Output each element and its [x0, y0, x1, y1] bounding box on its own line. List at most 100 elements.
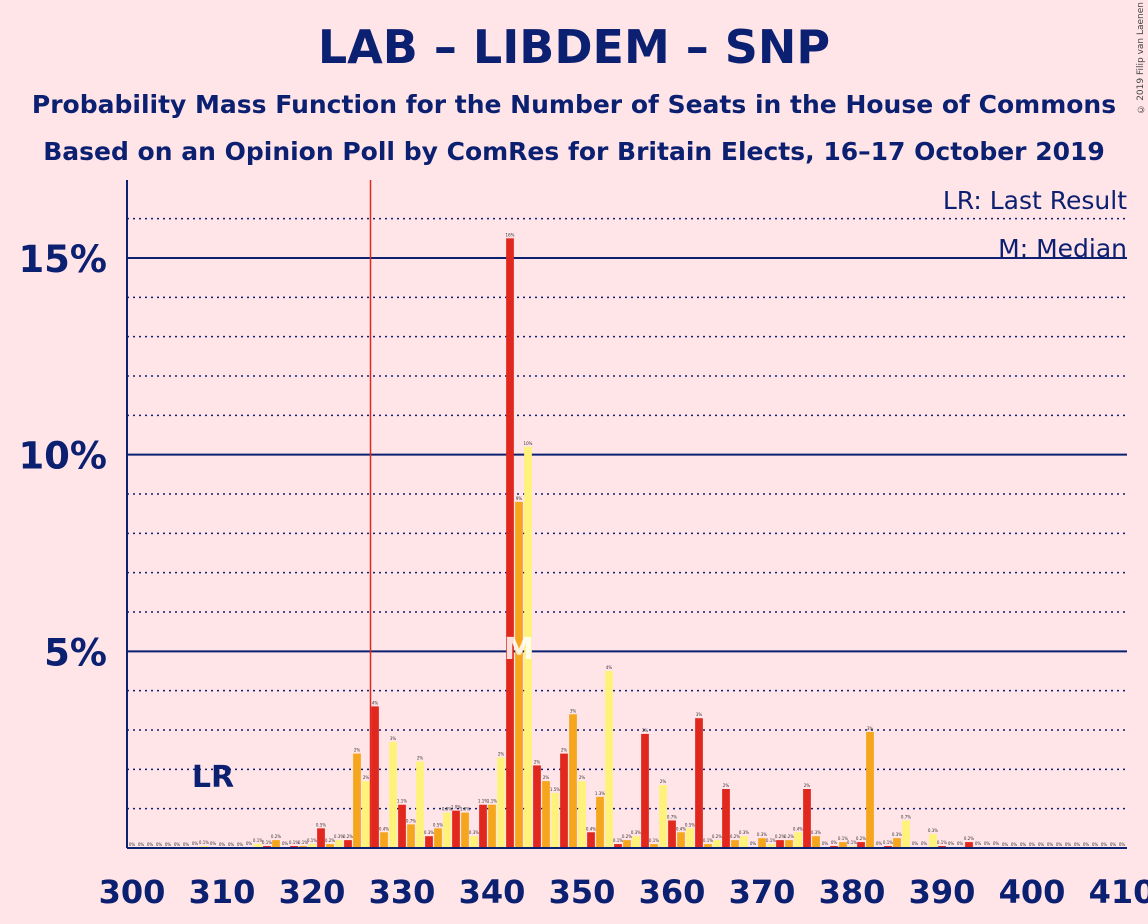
bar-label-310: 0% [219, 842, 226, 847]
bar-label-304: 0% [165, 842, 172, 847]
bar-label-337: 1.0% [460, 807, 470, 812]
bar-340 [488, 804, 496, 848]
bar-label-369: 0% [750, 841, 757, 846]
bar-label-358: 0.1% [649, 838, 659, 843]
bar-327 [371, 706, 379, 848]
bar-label-347: 1.5% [550, 787, 560, 792]
bar-355 [623, 840, 631, 848]
bar-label-382: 3% [867, 726, 874, 731]
bar-label-374: 0.4% [793, 826, 803, 831]
bar-label-388: 0% [921, 841, 928, 846]
x-tick-label: 330 [369, 873, 436, 911]
bar-389 [929, 834, 937, 848]
bar-339 [479, 804, 487, 848]
bar-label-371: 0.1% [766, 838, 776, 843]
bar-label-336: 1.0% [451, 805, 461, 810]
bar-label-361: 0.4% [676, 826, 686, 831]
bar-352 [596, 796, 604, 848]
bar-label-410: 0% [1119, 842, 1126, 847]
bar-label-300: 0% [129, 842, 136, 847]
bar-label-355: 0.2% [622, 834, 632, 839]
bars-group [191, 238, 1000, 849]
bar-label-391: 0% [948, 841, 955, 846]
bar-365 [713, 840, 721, 848]
bar-351 [587, 832, 595, 848]
bar-322 [326, 844, 334, 848]
bar-328 [380, 832, 388, 848]
bar-376 [812, 836, 820, 848]
bar-label-383: 0% [876, 841, 883, 846]
bar-label-348: 2% [561, 748, 568, 753]
bar-label-301: 0% [138, 842, 145, 847]
bar-label-356: 0.3% [631, 830, 641, 835]
bar-label-372: 0.2% [775, 834, 785, 839]
bar-342 [506, 238, 514, 849]
chart-subtitle-2: Based on an Opinion Poll by ComRes for B… [43, 137, 1105, 166]
bar-label-389: 0.3% [928, 828, 938, 833]
bar-label-370: 0.3% [757, 832, 767, 837]
bar-363 [695, 718, 703, 848]
bar-label-329: 3% [390, 736, 397, 741]
bar-330 [398, 804, 406, 848]
bar-362 [686, 828, 694, 848]
bar-385 [893, 838, 901, 848]
bar-label-303: 0% [156, 842, 163, 847]
bar-label-390: 0.1% [937, 840, 947, 845]
x-tick-label: 380 [819, 873, 886, 911]
bar-label-352: 1.3% [595, 791, 605, 796]
bar-349 [569, 714, 577, 848]
bar-label-367: 0.2% [730, 834, 740, 839]
bar-320 [308, 844, 316, 848]
bar-321 [317, 828, 325, 848]
bar-label-323: 0.3% [334, 834, 344, 839]
bar-361 [677, 832, 685, 848]
bar-label-377: 0% [822, 841, 829, 846]
bar-386 [902, 820, 910, 848]
bar-334 [434, 828, 442, 848]
bar-label-335: 0.9% [442, 807, 452, 812]
y-tick-label: 5% [44, 631, 107, 674]
bar-label-350: 2% [579, 775, 586, 780]
bar-label-360: 0.7% [667, 814, 677, 819]
bar-label-312: 0% [237, 842, 244, 847]
bar-label-359: 2% [660, 779, 667, 784]
bar-335 [443, 812, 451, 848]
y-tick-label: 15% [18, 238, 107, 281]
bar-label-394: 0% [975, 841, 982, 846]
bar-316 [272, 840, 280, 848]
x-tick-label: 400 [999, 873, 1066, 911]
bar-370 [758, 838, 766, 848]
bar-label-378: 0% [831, 840, 838, 845]
bar-label-311: 0% [228, 842, 235, 847]
bar-label-319: 0.1% [298, 840, 308, 845]
bar-label-376: 0.3% [811, 830, 821, 835]
bar-353 [605, 671, 613, 848]
bar-label-326: 2% [363, 775, 370, 780]
legend-last-result: LR: Last Result [943, 186, 1127, 215]
bar-label-402: 0% [1047, 842, 1054, 847]
bar-label-346: 2% [543, 775, 550, 780]
legend-median: M: Median [998, 234, 1127, 263]
bar-371 [767, 844, 775, 848]
bar-323 [335, 840, 343, 848]
bar-label-398: 0% [1011, 842, 1018, 847]
bar-367 [731, 840, 739, 848]
x-tick-label: 360 [639, 873, 706, 911]
bar-label-343: 9% [516, 496, 523, 501]
bar-label-313: 0% [246, 841, 253, 846]
last-result-label: LR [192, 760, 234, 795]
bar-label-338: 0.3% [469, 830, 479, 835]
bar-label-385: 0.3% [892, 832, 902, 837]
bar-label-333: 0.3% [424, 830, 434, 835]
x-tick-label: 310 [189, 873, 256, 911]
bar-344 [524, 446, 532, 848]
bar-label-397: 0% [1002, 842, 1009, 847]
bar-label-322: 0.2% [325, 838, 335, 843]
bar-label-396: 0% [993, 841, 1000, 846]
bar-357 [641, 733, 649, 848]
bar-label-327: 4% [372, 700, 379, 705]
bar-label-324: 0.2% [343, 834, 353, 839]
bar-label-393: 0.2% [964, 836, 974, 841]
bar-label-339: 1.1% [478, 799, 488, 804]
